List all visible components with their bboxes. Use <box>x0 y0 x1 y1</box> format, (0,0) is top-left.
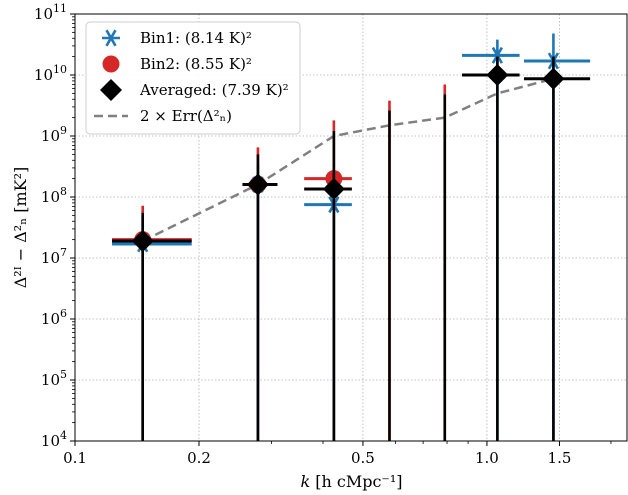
x-tick-label: 0.5 <box>351 449 375 467</box>
x-tick-label: 1.0 <box>475 449 499 467</box>
data-point <box>242 154 278 441</box>
legend-entry: Bin2: (8.55 K)² <box>102 55 252 73</box>
asterisk-marker <box>102 29 120 47</box>
legend-box <box>85 21 301 135</box>
data-point <box>304 131 352 441</box>
y-axis-label: Δ²ᴵ − Δ²ₙ [mK²] <box>11 167 30 289</box>
data-point <box>462 56 520 441</box>
y-tick-label: 1011 <box>34 2 67 23</box>
data-point <box>523 56 591 441</box>
data-point <box>242 163 278 441</box>
data-point <box>112 221 192 441</box>
diamond-marker <box>131 229 154 252</box>
diamond-marker <box>100 79 122 101</box>
plot-area <box>112 33 591 441</box>
data-point <box>112 212 192 441</box>
y-tick-label: 104 <box>41 429 67 450</box>
legend-label: Bin1: (8.14 K)² <box>140 29 252 47</box>
data-point <box>304 120 352 441</box>
legend: Bin1: (8.14 K)² Bin2: (8.55 K)² Averaged: … <box>85 21 301 135</box>
diamond-marker <box>246 173 269 196</box>
x-tick-label: 0.1 <box>63 449 87 467</box>
legend-label: 2 × Err(Δ²ₙ) <box>140 107 232 125</box>
x-tick-label: 0.2 <box>187 449 211 467</box>
legend-entry: Bin1: (8.14 K)² <box>102 29 252 47</box>
axes-frame <box>74 13 628 442</box>
legend-entry: Averaged: (7.39 K)² <box>100 79 289 101</box>
x-tick-label: 1.5 <box>548 449 572 467</box>
y-tick-label: 106 <box>41 307 67 328</box>
y-tick-label: 105 <box>41 368 67 389</box>
asterisk-marker <box>488 46 507 64</box>
data-point <box>304 182 352 441</box>
y-tick-label: 108 <box>41 185 67 206</box>
diamond-marker <box>322 178 345 201</box>
legend-entry: 2 × Err(Δ²ₙ) <box>94 107 232 125</box>
diamond-marker <box>542 67 565 90</box>
diamond-marker <box>486 64 509 86</box>
legend-label: Bin2: (8.55 K)² <box>140 55 252 73</box>
y-tick-label: 1010 <box>34 63 67 84</box>
y-tick-label: 107 <box>41 246 67 267</box>
legend-label: Averaged: (7.39 K)² <box>139 81 289 99</box>
y-tick-label: 109 <box>41 124 67 145</box>
axis-labels: k [h cMpc⁻¹] Δ²ᴵ − Δ²ₙ [mK²] <box>11 167 403 491</box>
circle-marker <box>102 55 120 73</box>
axis-ticks: 104 105 106 107 108 109 1010 1011 0.1 0.2 0.5 1.0 1.… <box>34 2 612 467</box>
data-point <box>462 39 520 441</box>
x-axis-label: k [h cMpc⁻¹] <box>300 472 402 491</box>
